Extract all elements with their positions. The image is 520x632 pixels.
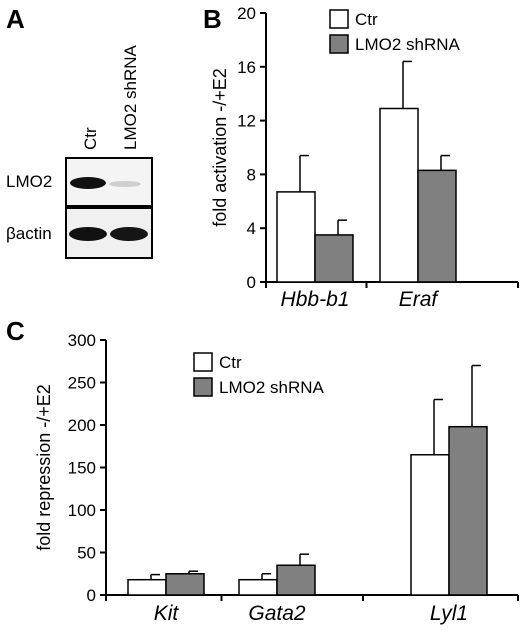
blot-band-lmo2-ctr bbox=[70, 177, 106, 189]
legend-swatch bbox=[329, 34, 349, 54]
bar-lmo2-shrna-lyl1 bbox=[448, 425, 488, 596]
y-tick-label: 300 bbox=[68, 331, 96, 350]
x-category-label: Hbb-b1 bbox=[281, 288, 350, 311]
y-tick-label: 150 bbox=[68, 459, 96, 478]
y-tick-label: 20 bbox=[237, 4, 256, 23]
bar-ctr-eraf bbox=[379, 107, 419, 283]
panel-letter-a: A bbox=[6, 4, 25, 34]
bar-ctr-lyl1 bbox=[410, 454, 450, 596]
chart-panel-b: 0 4 8 12 16 20 fold activation -/+E2 Hbb-b1 Eraf… bbox=[210, 4, 519, 311]
chart-panel-c: 0 50 100 150 200 250 300 fold repression -/+E2 K… bbox=[34, 331, 519, 625]
legend-label: LMO2 shRNA bbox=[355, 35, 461, 54]
legend-label: LMO2 shRNA bbox=[219, 378, 325, 397]
legend-swatch bbox=[329, 9, 349, 29]
bar-lmo2-shrna-kit bbox=[165, 573, 205, 596]
x-category-label: Eraf bbox=[399, 288, 440, 311]
y-axis-label: fold activation -/+E2 bbox=[210, 68, 230, 227]
blot-row-label-lmo2: LMO2 bbox=[6, 172, 52, 191]
y-tick-label: 100 bbox=[68, 501, 96, 520]
bar-ctr-gata2 bbox=[238, 578, 278, 596]
blot-row-label-actin: βactin bbox=[6, 224, 52, 243]
y-tick-label: 0 bbox=[247, 273, 256, 292]
blot-band-actin-ctr bbox=[69, 227, 107, 241]
panel-letter-c: C bbox=[6, 316, 25, 346]
bar-lmo2-shrna-eraf bbox=[417, 169, 457, 283]
bar-lmo2-shrna-gata2 bbox=[276, 564, 316, 596]
bar-ctr-hbb-b1 bbox=[276, 191, 316, 283]
y-tick-label: 250 bbox=[68, 374, 96, 393]
y-tick-label: 200 bbox=[68, 416, 96, 435]
x-category-label: Lyl1 bbox=[430, 602, 468, 625]
y-tick-label: 16 bbox=[237, 58, 256, 77]
blot-band-actin-shrna bbox=[110, 227, 148, 241]
y-tick-label: 0 bbox=[87, 586, 96, 605]
bar-lmo2-shrna-hbb-b1 bbox=[314, 234, 354, 283]
legend-swatch bbox=[193, 377, 213, 397]
blot-lane-label-ctr: Ctr bbox=[81, 127, 100, 150]
legend-swatch bbox=[193, 352, 213, 372]
blot-lane-label-shrna: LMO2 shRNA bbox=[121, 44, 140, 150]
x-category-label: Gata2 bbox=[248, 602, 306, 625]
y-tick-label: 8 bbox=[247, 165, 256, 184]
bar-ctr-kit bbox=[127, 578, 167, 596]
y-tick-label: 50 bbox=[77, 544, 96, 563]
y-tick-label: 4 bbox=[247, 219, 256, 238]
western-blot: Ctr LMO2 shRNA LMO2 βactin bbox=[6, 44, 153, 259]
panel-letter-b: B bbox=[203, 4, 222, 34]
legend-label: Ctr bbox=[355, 10, 378, 29]
legend-label: Ctr bbox=[219, 353, 242, 372]
x-category-label: Kit bbox=[154, 602, 180, 625]
y-axis-label: fold repression -/+E2 bbox=[34, 384, 54, 551]
y-tick-label: 12 bbox=[237, 112, 256, 131]
blot-band-lmo2-shrna bbox=[109, 181, 141, 187]
